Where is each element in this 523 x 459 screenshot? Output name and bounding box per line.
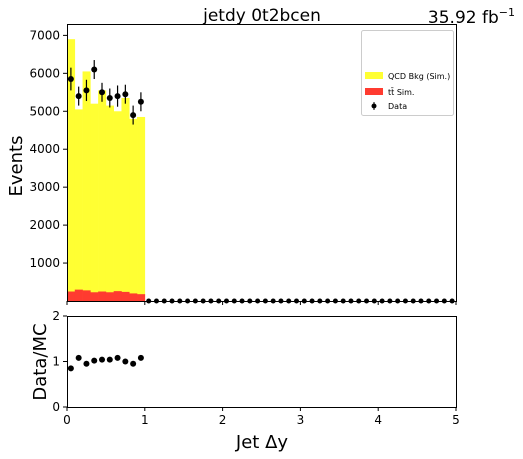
ratio-point [75, 354, 82, 361]
main-plot-frame [67, 24, 457, 302]
y-tick-label: 6000 [29, 66, 60, 80]
data-point [130, 112, 137, 119]
ratio-y-tick-label: 1 [52, 355, 60, 369]
ratio-x-ticks: 0 1 2 3 4 5 [63, 407, 460, 427]
y-tick-label: 1000 [29, 256, 60, 270]
x-axis-label: Jet Δy [235, 432, 288, 453]
x-tick-label: 4 [374, 413, 382, 427]
ratio-y-axis-label: Data/MC [30, 323, 51, 400]
data-point [91, 66, 98, 73]
ratio-point [122, 358, 129, 365]
main-y-ticks: 1000 2000 3000 4000 5000 6000 7000 [29, 28, 67, 270]
ttbar-bar [74, 289, 83, 301]
qcd-bar [105, 105, 114, 302]
y-tick-label: 3000 [29, 180, 60, 194]
legend-swatch-ttbar [365, 88, 383, 95]
qcd-bar [67, 39, 76, 302]
qcd-bar [82, 71, 91, 301]
ttbar-bar [113, 291, 122, 301]
ratio-point [106, 356, 113, 363]
y-tick-label: 4000 [29, 142, 60, 156]
y-tick-label: 7000 [29, 28, 60, 42]
ttbar-bar [129, 293, 138, 301]
qcd-bar [129, 118, 138, 302]
data-point [122, 91, 129, 98]
data-point [75, 93, 82, 100]
x-tick-label: 5 [452, 413, 460, 427]
ratio-point [130, 360, 137, 367]
qcd-bar [137, 116, 146, 301]
qcd-bar [113, 111, 122, 301]
data-point [99, 89, 106, 96]
main-x-ticks [66, 301, 457, 305]
ttbar-bar [67, 291, 76, 301]
legend-marker-data [371, 103, 377, 109]
ratio-point [67, 365, 74, 372]
ttbar-bar [90, 292, 99, 301]
ratio-y-ticks: 0 1 2 [52, 309, 67, 414]
ratio-point [91, 357, 98, 364]
data-point [83, 87, 90, 94]
lumi-label: 35.92 fb−1 [428, 6, 515, 28]
ttbar-bar [121, 291, 130, 301]
ratio-point [137, 354, 144, 361]
qcd-bar [74, 109, 83, 301]
ttbar-bar [82, 290, 91, 301]
legend-label-ttbar: tt̄ Sim. [388, 87, 414, 97]
ratio-plot-frame [67, 316, 457, 408]
y-tick-label: 2000 [29, 218, 60, 232]
ratio-point [83, 360, 90, 367]
legend-swatch-qcd [365, 72, 383, 79]
ratio-y-tick-label: 0 [52, 400, 60, 414]
x-tick-label: 0 [63, 413, 71, 427]
data-point [114, 93, 121, 100]
ratio-point [114, 354, 121, 361]
legend-box [361, 30, 454, 116]
y-tick-label: 5000 [29, 104, 60, 118]
legend-label-data: Data [388, 102, 407, 111]
ratio-y-tick-label: 2 [52, 309, 60, 323]
qcd-bar [121, 97, 130, 301]
qcd-bar [98, 90, 107, 301]
x-tick-label: 2 [219, 413, 227, 427]
ttbar-bar [98, 291, 107, 301]
legend: QCD Bkg (Sim.) tt̄ Sim. Data [361, 30, 454, 116]
main-panel-bars [67, 39, 146, 302]
x-tick-label: 3 [297, 413, 305, 427]
main-y-axis-label: Events [6, 136, 27, 197]
ttbar-bar [105, 292, 114, 301]
data-point [137, 98, 144, 105]
data-point [67, 76, 74, 83]
legend-label-qcd: QCD Bkg (Sim.) [388, 72, 450, 81]
ratio-point [99, 356, 106, 363]
qcd-bar [90, 103, 99, 301]
chart-title: jetdy 0t2bcen [202, 6, 321, 26]
data-point [106, 94, 113, 101]
ratio-panel-data-points [67, 354, 144, 372]
x-tick-label: 1 [141, 413, 149, 427]
ttbar-bar [137, 294, 146, 301]
